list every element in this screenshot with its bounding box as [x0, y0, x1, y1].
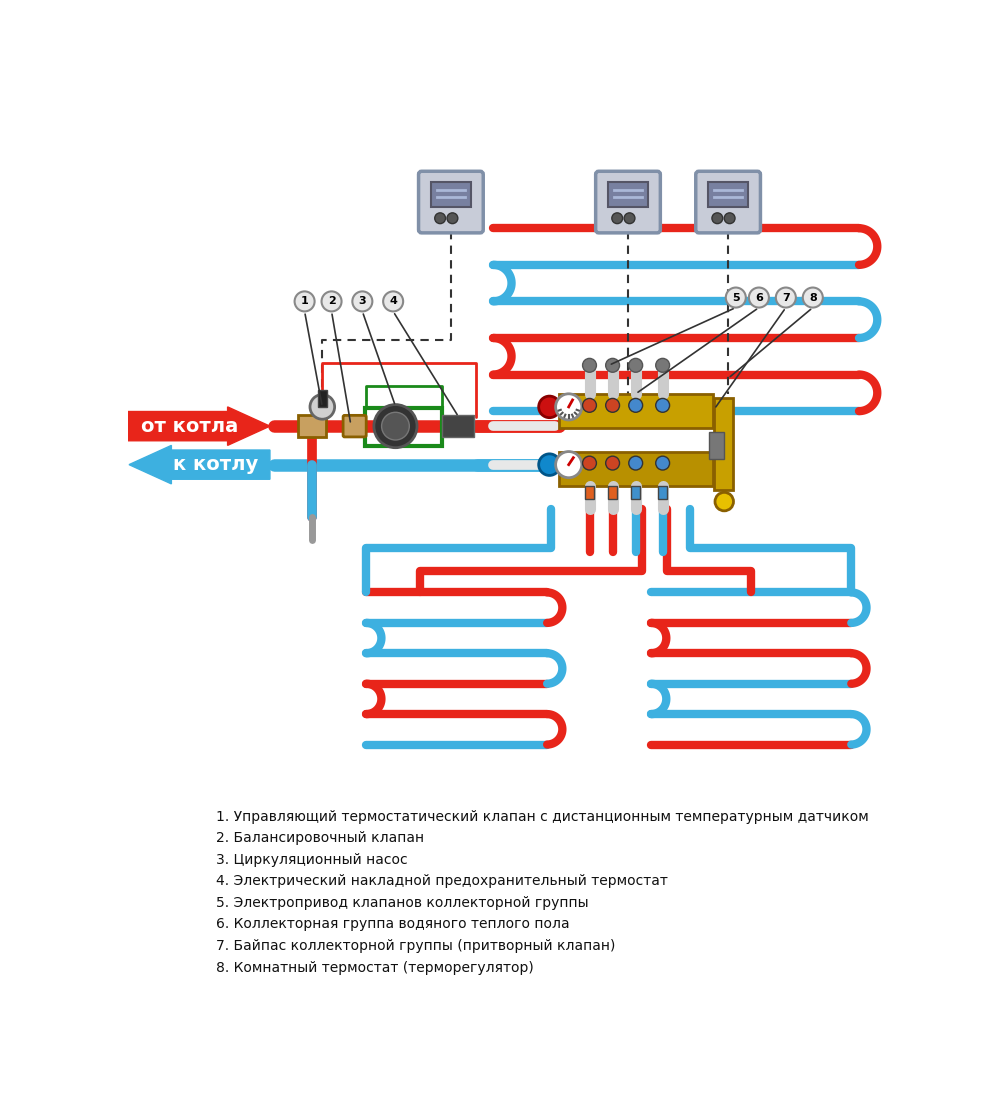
- Circle shape: [447, 213, 458, 223]
- Circle shape: [629, 456, 643, 470]
- Circle shape: [749, 287, 769, 308]
- Circle shape: [556, 451, 582, 477]
- Bar: [585, 486, 594, 498]
- Bar: [709, 432, 724, 460]
- Circle shape: [382, 412, 409, 440]
- Circle shape: [656, 359, 670, 372]
- Text: 7. Байпас коллекторной группы (притворный клапан): 7. Байпас коллекторной группы (притворны…: [216, 939, 615, 953]
- Circle shape: [803, 287, 823, 308]
- Text: 3: 3: [359, 296, 366, 307]
- Circle shape: [556, 394, 582, 420]
- Text: 4: 4: [389, 296, 397, 307]
- Text: 5. Электропривод клапанов коллекторной группы: 5. Электропривод клапанов коллекторной г…: [216, 895, 589, 910]
- FancyArrow shape: [129, 446, 270, 484]
- Bar: [298, 416, 326, 437]
- FancyBboxPatch shape: [596, 172, 660, 233]
- Text: 6: 6: [755, 293, 763, 303]
- Circle shape: [656, 398, 670, 412]
- Circle shape: [656, 456, 670, 470]
- Circle shape: [310, 395, 335, 419]
- Bar: [658, 486, 667, 498]
- Bar: [608, 486, 617, 498]
- Bar: [608, 182, 648, 207]
- Text: 2: 2: [328, 296, 335, 307]
- Circle shape: [435, 213, 446, 223]
- Circle shape: [624, 213, 635, 223]
- Circle shape: [606, 456, 620, 470]
- Text: 1: 1: [301, 296, 308, 307]
- Text: от котла: от котла: [141, 417, 239, 436]
- Bar: [714, 398, 733, 491]
- Circle shape: [583, 456, 596, 470]
- Text: 6. Коллекторная группа водяного теплого пола: 6. Коллекторная группа водяного теплого …: [216, 917, 570, 932]
- Bar: [559, 394, 713, 428]
- FancyBboxPatch shape: [419, 172, 483, 233]
- Circle shape: [583, 359, 596, 372]
- Text: 1. Управляющий термостатический клапан с дистанционным температурным датчиком: 1. Управляющий термостатический клапан с…: [216, 810, 869, 824]
- Circle shape: [724, 213, 735, 223]
- Text: к котлу: к котлу: [173, 455, 258, 474]
- Text: 3. Циркуляционный насос: 3. Циркуляционный насос: [216, 852, 408, 867]
- Bar: [708, 182, 748, 207]
- Circle shape: [712, 213, 723, 223]
- FancyBboxPatch shape: [343, 416, 366, 437]
- Circle shape: [539, 454, 560, 475]
- Bar: [559, 451, 713, 486]
- FancyArrow shape: [128, 407, 270, 446]
- Circle shape: [352, 292, 372, 311]
- Circle shape: [295, 292, 315, 311]
- Circle shape: [612, 213, 623, 223]
- Circle shape: [383, 292, 403, 311]
- Circle shape: [726, 287, 746, 308]
- Circle shape: [374, 405, 417, 448]
- Bar: [318, 390, 327, 407]
- Text: 5: 5: [732, 293, 740, 303]
- Bar: [431, 182, 471, 207]
- Text: 7: 7: [782, 293, 790, 303]
- Bar: [631, 486, 640, 498]
- Text: 8: 8: [809, 293, 817, 303]
- Text: 4. Электрический накладной предохранительный термостат: 4. Электрический накладной предохранител…: [216, 874, 668, 889]
- FancyBboxPatch shape: [696, 172, 760, 233]
- Circle shape: [629, 398, 643, 412]
- Text: 8. Комнатный термостат (терморегулятор): 8. Комнатный термостат (терморегулятор): [216, 960, 534, 975]
- Circle shape: [583, 398, 596, 412]
- Circle shape: [776, 287, 796, 308]
- Circle shape: [322, 292, 342, 311]
- Circle shape: [606, 398, 620, 412]
- Circle shape: [715, 493, 733, 510]
- Circle shape: [606, 359, 620, 372]
- Text: 2. Балансировочный клапан: 2. Балансировочный клапан: [216, 832, 424, 845]
- Circle shape: [629, 359, 643, 372]
- Bar: [442, 416, 474, 437]
- Bar: [365, 408, 442, 447]
- Circle shape: [539, 396, 560, 418]
